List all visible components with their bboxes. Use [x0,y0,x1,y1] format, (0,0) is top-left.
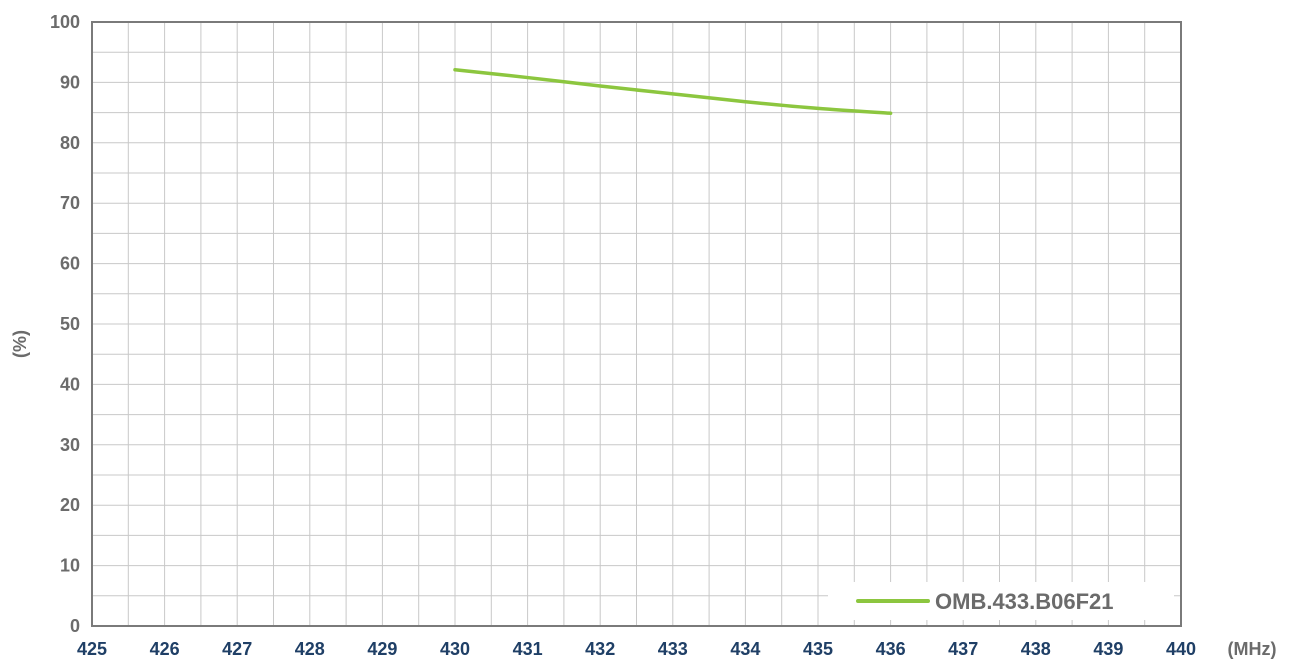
y-tick-label: 20 [60,495,80,515]
x-tick-label: 429 [367,639,397,659]
x-tick-label: 440 [1166,639,1196,659]
x-tick-label: 437 [948,639,978,659]
y-axis-label: (%) [10,330,30,358]
legend-label: OMB.433.B06F21 [935,589,1114,614]
x-tick-label: 425 [77,639,107,659]
x-tick-label: 438 [1021,639,1051,659]
x-tick-label: 426 [150,639,180,659]
plot-frame [91,21,1182,627]
x-axis-ticks: 425 426 427 428 429 430 431 432 433 434 435 436 437 4… [77,639,1196,659]
legend: OMB.433.B06F21 [828,582,1174,620]
x-tick-label: 435 [803,639,833,659]
series-line [453,67,893,115]
x-tick-label: 428 [295,639,325,659]
y-tick-label: 0 [70,616,80,636]
x-tick-label: 439 [1093,639,1123,659]
y-tick-label: 90 [60,72,80,92]
y-tick-label: 40 [60,374,80,394]
series-layer [453,67,893,115]
x-tick-label: 431 [513,639,543,659]
y-tick-label: 50 [60,314,80,334]
y-tick-label: 30 [60,435,80,455]
y-tick-label: 60 [60,254,80,274]
x-tick-label: 434 [730,639,760,659]
grid [92,22,1181,626]
y-axis-ticks: 0 10 20 30 40 50 60 70 80 90 100 [50,12,80,636]
y-tick-label: 100 [50,12,80,32]
x-tick-label: 432 [585,639,615,659]
y-tick-label: 80 [60,133,80,153]
y-tick-label: 70 [60,193,80,213]
x-axis-label: (MHz) [1228,639,1277,659]
x-tick-label: 436 [876,639,906,659]
x-tick-label: 430 [440,639,470,659]
x-tick-label: 433 [658,639,688,659]
y-tick-label: 10 [60,556,80,576]
x-tick-label: 427 [222,639,252,659]
